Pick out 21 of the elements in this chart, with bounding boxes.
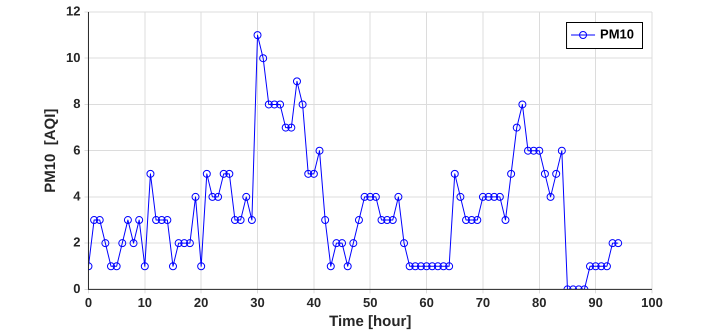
y-tick-label: 6 [73, 142, 80, 158]
x-tick-label: 70 [476, 294, 490, 310]
x-tick-label: 100 [641, 294, 663, 310]
x-tick-label: 60 [419, 294, 434, 310]
y-tick-label: 12 [66, 4, 80, 19]
x-tick-label: 0 [84, 294, 92, 310]
x-tick-label: 40 [306, 294, 322, 310]
x-tick-label: 10 [138, 294, 152, 310]
y-tick-label: 0 [73, 280, 80, 296]
x-tick-label: 90 [588, 294, 603, 310]
x-tick-label: 30 [250, 294, 265, 310]
y-tick-label: 10 [66, 50, 80, 65]
x-tick-label: 50 [362, 294, 378, 310]
y-tick-label: 4 [73, 188, 82, 204]
y-axis-title: PM10 [AQI] [42, 108, 60, 193]
x-tick-label: 20 [194, 294, 208, 310]
y-tick-label: 8 [73, 96, 80, 112]
legend-label: PM10 [600, 26, 634, 42]
x-axis-title: Time [hour] [329, 313, 412, 330]
x-tick-label: 80 [532, 294, 547, 310]
y-tick-label: 2 [73, 234, 80, 250]
